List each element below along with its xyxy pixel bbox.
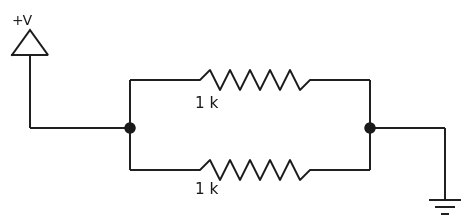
Circle shape [365,123,375,133]
Text: 1 k: 1 k [195,95,219,111]
Text: 1 k: 1 k [195,183,219,197]
Text: +V: +V [12,14,33,28]
Circle shape [125,123,135,133]
